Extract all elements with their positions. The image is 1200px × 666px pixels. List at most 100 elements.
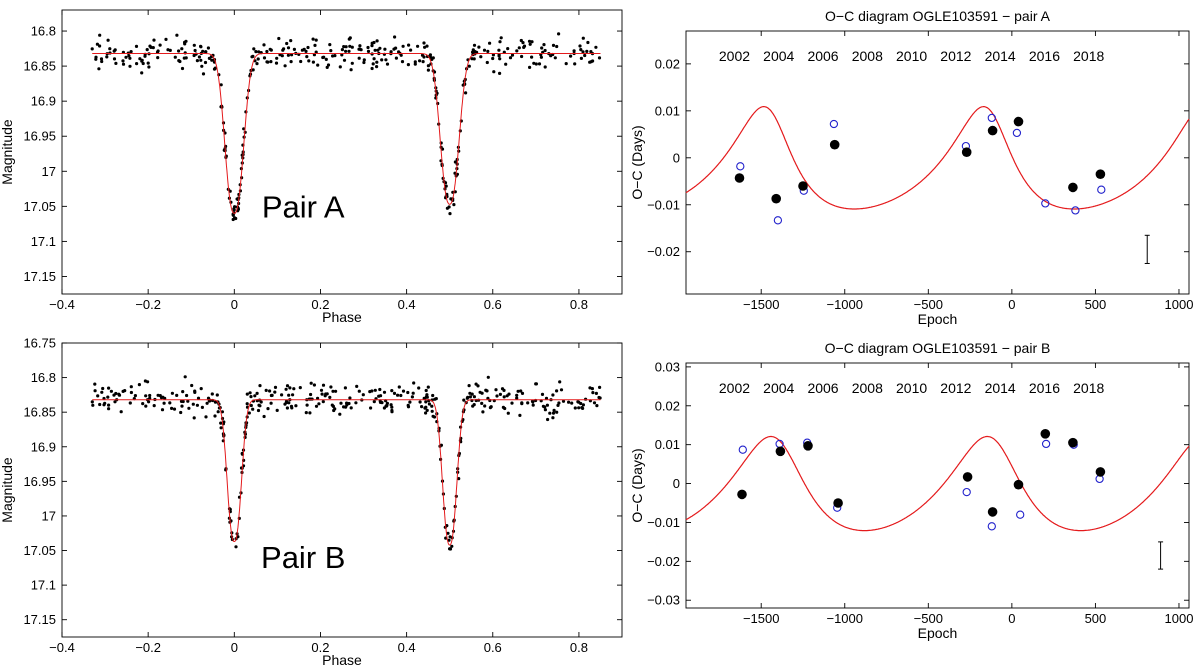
y-tick-label: 17.1 xyxy=(31,578,56,593)
data-point xyxy=(416,44,420,48)
data-point xyxy=(96,394,100,398)
data-point xyxy=(373,48,377,52)
data-point xyxy=(256,57,260,61)
data-point xyxy=(340,53,344,57)
data-point xyxy=(258,384,262,388)
data-point xyxy=(128,56,132,60)
year-label: 2010 xyxy=(896,48,927,64)
data-point xyxy=(168,48,172,53)
data-point xyxy=(472,43,477,47)
data-point xyxy=(286,53,290,57)
year-label: 2004 xyxy=(763,380,794,396)
data-point xyxy=(175,33,179,37)
data-point xyxy=(358,44,362,48)
data-point xyxy=(206,396,211,400)
primary-minimum-point xyxy=(1040,429,1051,439)
data-point xyxy=(231,217,235,222)
data-point xyxy=(316,396,320,400)
data-point xyxy=(530,55,534,59)
data-point xyxy=(292,387,296,391)
data-point xyxy=(557,401,561,405)
plot-frame xyxy=(61,342,623,638)
data-point xyxy=(219,426,223,430)
data-point xyxy=(515,396,519,400)
data-point xyxy=(355,384,359,388)
data-point xyxy=(390,410,394,414)
data-point xyxy=(519,389,523,393)
data-point xyxy=(305,55,309,59)
year-label: 2018 xyxy=(1073,380,1104,396)
data-point xyxy=(343,386,347,390)
data-point xyxy=(199,58,203,62)
data-point xyxy=(448,212,452,216)
secondary-minimum-point xyxy=(1071,206,1080,215)
data-point xyxy=(557,32,561,36)
data-point xyxy=(184,39,188,43)
data-point xyxy=(480,391,484,395)
data-point xyxy=(396,393,400,397)
data-point xyxy=(480,401,484,405)
data-point xyxy=(349,406,353,410)
data-point xyxy=(392,391,397,395)
data-point xyxy=(474,382,478,386)
data-point xyxy=(598,385,602,389)
data-point xyxy=(298,386,302,390)
data-point xyxy=(368,390,372,394)
data-point xyxy=(192,43,196,47)
x-tick-label: −0.4 xyxy=(49,297,75,312)
data-point xyxy=(316,63,320,67)
data-point xyxy=(541,404,546,408)
data-point xyxy=(424,400,428,404)
data-point xyxy=(162,401,166,405)
data-point xyxy=(520,402,524,406)
data-point xyxy=(394,56,398,60)
y-tick-label: 17.15 xyxy=(23,269,56,284)
data-point xyxy=(152,404,156,408)
data-point xyxy=(453,160,457,164)
data-point xyxy=(385,62,390,66)
y-tick-label: 17 xyxy=(42,164,56,179)
data-point xyxy=(133,394,137,398)
data-point xyxy=(357,56,361,60)
x-tick-label: 0 xyxy=(231,297,238,312)
data-point xyxy=(280,54,284,58)
data-point xyxy=(253,394,257,398)
data-point xyxy=(479,55,483,59)
data-point xyxy=(145,48,149,52)
data-point xyxy=(331,389,335,393)
data-point xyxy=(350,45,354,49)
data-point xyxy=(548,411,552,415)
data-point xyxy=(191,402,195,406)
observation-points xyxy=(90,32,602,222)
data-point xyxy=(334,389,338,393)
data-point xyxy=(420,405,424,409)
data-point xyxy=(268,47,272,51)
data-point xyxy=(140,58,144,62)
oc-diagram-pair-b: −1500 −1000 −500 0 500 1000 0.03 0.02 0.01 0 −0.01… xyxy=(629,340,1193,641)
data-point xyxy=(285,41,289,46)
data-point xyxy=(589,50,593,54)
data-point xyxy=(432,415,437,419)
data-point xyxy=(190,383,194,388)
year-label: 2004 xyxy=(763,48,794,64)
data-point xyxy=(245,392,249,396)
data-point xyxy=(156,49,160,53)
primary-minimum-point xyxy=(1013,479,1024,490)
data-point xyxy=(526,401,530,405)
data-point xyxy=(345,403,349,407)
primary-minimum-point xyxy=(1095,467,1106,477)
data-point xyxy=(199,44,203,48)
data-point xyxy=(347,37,351,41)
data-point xyxy=(294,404,298,408)
primary-minimum-point xyxy=(833,498,843,508)
y-axis-label: Magnitude xyxy=(0,119,15,185)
data-point xyxy=(254,50,258,54)
data-point xyxy=(378,387,382,392)
data-point xyxy=(576,400,580,404)
secondary-minimum-point xyxy=(1041,199,1050,208)
model-curve xyxy=(92,399,601,546)
data-point xyxy=(555,389,559,393)
data-point xyxy=(495,394,499,398)
data-point xyxy=(472,395,476,399)
y-axis-label: O−C (Days) xyxy=(629,448,645,522)
